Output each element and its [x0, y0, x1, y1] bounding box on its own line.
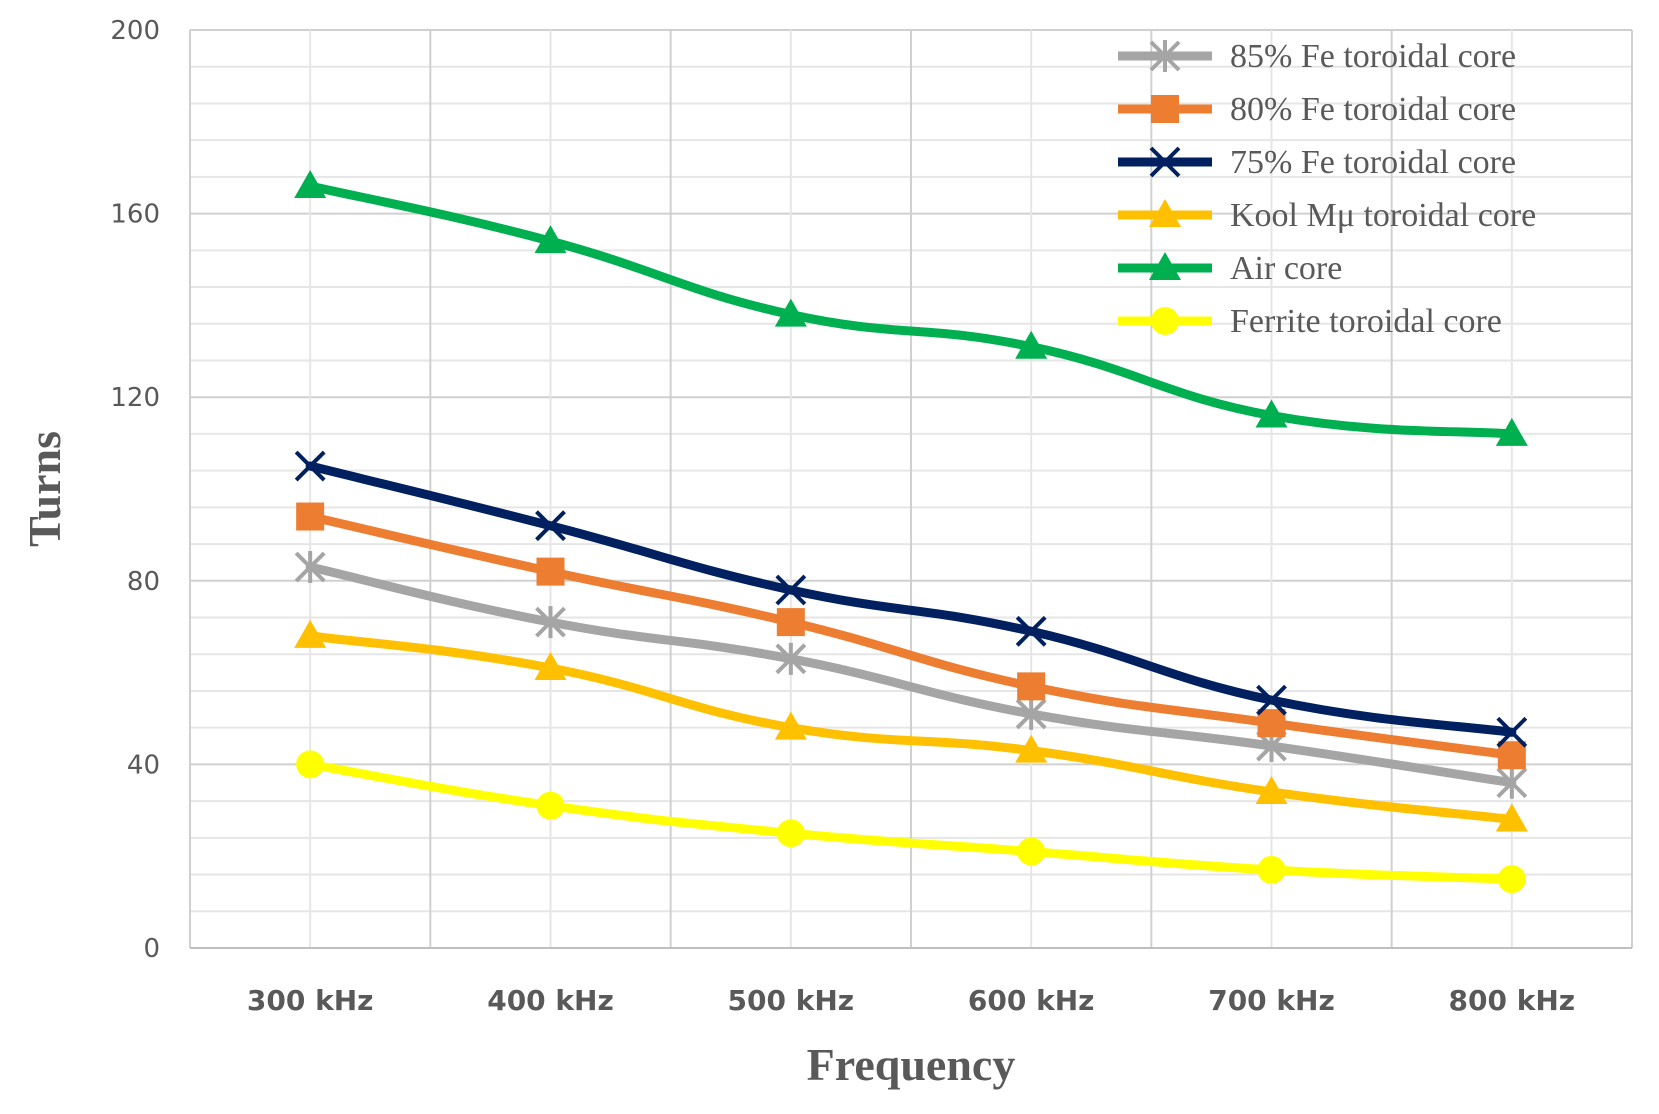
data-point — [776, 819, 805, 848]
legend-marker — [1149, 146, 1181, 178]
data-point — [296, 502, 325, 531]
legend-label: Kool Mμ toroidal core — [1230, 197, 1536, 234]
data-point — [294, 170, 327, 199]
legend-item: 75% Fe toroidal core — [1118, 144, 1516, 181]
series-line — [305, 461, 1517, 737]
legend-item: 85% Fe toroidal core — [1118, 38, 1516, 75]
data-point — [294, 450, 326, 482]
y-tick-label: 120 — [110, 383, 160, 413]
data-point — [535, 606, 566, 639]
y-tick-label: 160 — [110, 200, 160, 230]
series-2 — [294, 450, 1528, 748]
data-point — [1015, 697, 1047, 730]
legend-label: 85% Fe toroidal core — [1230, 38, 1516, 75]
legend-marker — [1151, 307, 1179, 335]
data-point — [1495, 803, 1528, 832]
legend-item: Ferrite toroidal core — [1118, 303, 1502, 340]
data-point — [1256, 684, 1287, 716]
legend-marker — [1149, 252, 1181, 280]
series-4 — [294, 170, 1528, 446]
data-point — [1497, 865, 1526, 894]
x-tick-label: 500 kHz — [728, 984, 855, 1017]
data-point — [775, 642, 807, 675]
data-point — [1257, 855, 1286, 884]
legend: 85% Fe toroidal core 80% Fe toroidal core… — [1118, 38, 1536, 340]
legend-marker — [1149, 40, 1181, 72]
legend-marker — [1151, 95, 1179, 123]
data-point — [1255, 399, 1288, 428]
legend-label: 80% Fe toroidal core — [1230, 91, 1516, 128]
data-point — [1497, 741, 1526, 770]
data-point — [296, 750, 325, 779]
series-1 — [296, 502, 1526, 770]
data-point — [775, 574, 807, 606]
series-line — [305, 562, 1517, 788]
series-0 — [294, 551, 1528, 799]
x-tick-label: 800 kHz — [1449, 984, 1576, 1017]
data-point — [536, 791, 565, 820]
y-tick-label: 200 — [110, 16, 160, 46]
x-tick-label: 400 kHz — [487, 984, 614, 1017]
x-tick-label: 300 kHz — [247, 984, 374, 1017]
legend-label: Air core — [1230, 250, 1342, 287]
data-point — [1017, 672, 1046, 701]
legend-item: Kool Mμ toroidal core — [1118, 197, 1536, 234]
series-3 — [294, 619, 1528, 832]
data-point — [535, 510, 566, 542]
y-tick-label: 40 — [127, 750, 160, 780]
data-point — [1015, 734, 1048, 763]
data-point — [294, 619, 327, 648]
y-tick-label: 80 — [127, 567, 160, 597]
legend-label: Ferrite toroidal core — [1230, 303, 1502, 340]
data-point — [1017, 837, 1046, 866]
legend-label: 75% Fe toroidal core — [1230, 144, 1516, 181]
series-line — [305, 631, 1517, 824]
y-tick-label: 0 — [143, 934, 160, 964]
y-axis-title: Turns — [19, 431, 70, 547]
data-point — [534, 225, 567, 254]
plot-series — [294, 170, 1528, 894]
series-line — [305, 759, 1517, 884]
data-point — [1495, 417, 1528, 446]
data-point — [776, 608, 805, 637]
series-line — [305, 181, 1517, 439]
data-point — [1015, 615, 1047, 647]
x-tick-label: 600 kHz — [968, 984, 1095, 1017]
axes: 0 40 80 120 160 200 300 kHz 400 kHz 500 kHz 600 k… — [110, 16, 1632, 1017]
data-point — [294, 551, 326, 584]
legend-item: 80% Fe toroidal core — [1118, 91, 1516, 128]
series-5 — [296, 750, 1526, 894]
data-point — [1015, 330, 1048, 359]
legend-marker — [1149, 199, 1181, 227]
x-tick-label: 700 kHz — [1208, 984, 1335, 1017]
legend-item: Air core — [1118, 250, 1342, 287]
data-point — [774, 711, 807, 740]
data-point — [774, 298, 807, 327]
data-point — [1257, 709, 1286, 738]
x-axis-title: Frequency — [807, 1039, 1016, 1090]
data-point — [1496, 716, 1528, 748]
data-point — [536, 557, 565, 586]
data-point — [1496, 766, 1528, 799]
data-point — [534, 652, 567, 681]
data-point — [1255, 775, 1288, 804]
series-line — [305, 512, 1517, 760]
